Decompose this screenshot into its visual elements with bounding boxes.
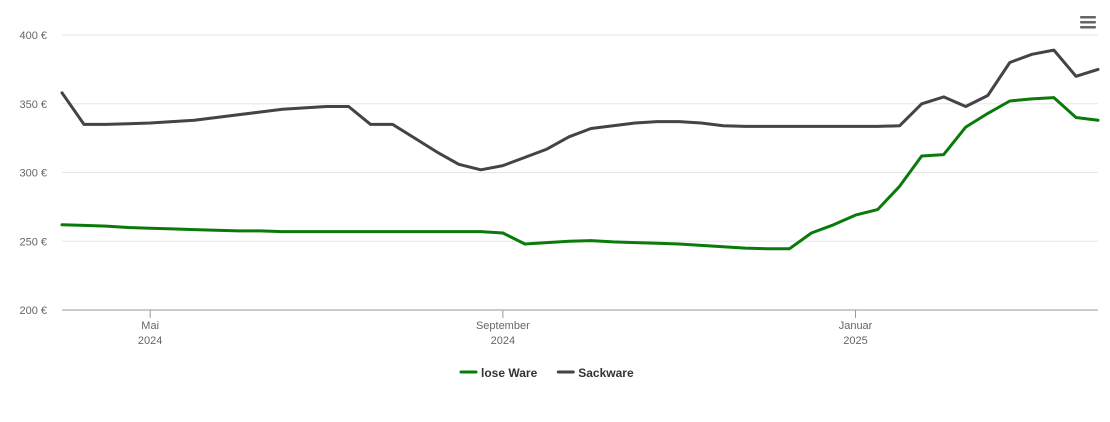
tick-line: September: [476, 320, 530, 332]
series-line: [60, 48, 1100, 172]
y-tick-label: 400 €: [19, 30, 47, 42]
legend-item[interactable]: lose Ware: [459, 366, 538, 380]
y-tick-label: 200 €: [19, 305, 47, 317]
menu-bar: [1080, 26, 1096, 29]
tick-line: 2025: [843, 335, 867, 347]
tick-line: Januar: [839, 320, 873, 332]
legend-label: Sackware: [578, 366, 634, 380]
y-tick-label: 300 €: [19, 168, 47, 180]
tick-line: Mai: [141, 320, 159, 332]
x-tick-label: Mai 2024: [138, 320, 162, 347]
menu-bar: [1080, 21, 1096, 24]
legend: lose Ware Sackware: [459, 366, 634, 380]
menu-button[interactable]: [1079, 14, 1097, 30]
tick-line: 2024: [138, 335, 162, 347]
series-line: [60, 96, 1100, 251]
tick-line: 2024: [491, 335, 515, 347]
legend-label: lose Ware: [481, 366, 538, 380]
y-tick-label: 350 €: [19, 99, 47, 111]
legend-item[interactable]: Sackware: [556, 366, 634, 380]
x-tick-label: Januar 2025: [839, 320, 873, 347]
x-tick-label: September 2024: [476, 320, 530, 347]
menu-bar: [1080, 16, 1096, 19]
y-tick-label: 250 €: [19, 236, 47, 248]
